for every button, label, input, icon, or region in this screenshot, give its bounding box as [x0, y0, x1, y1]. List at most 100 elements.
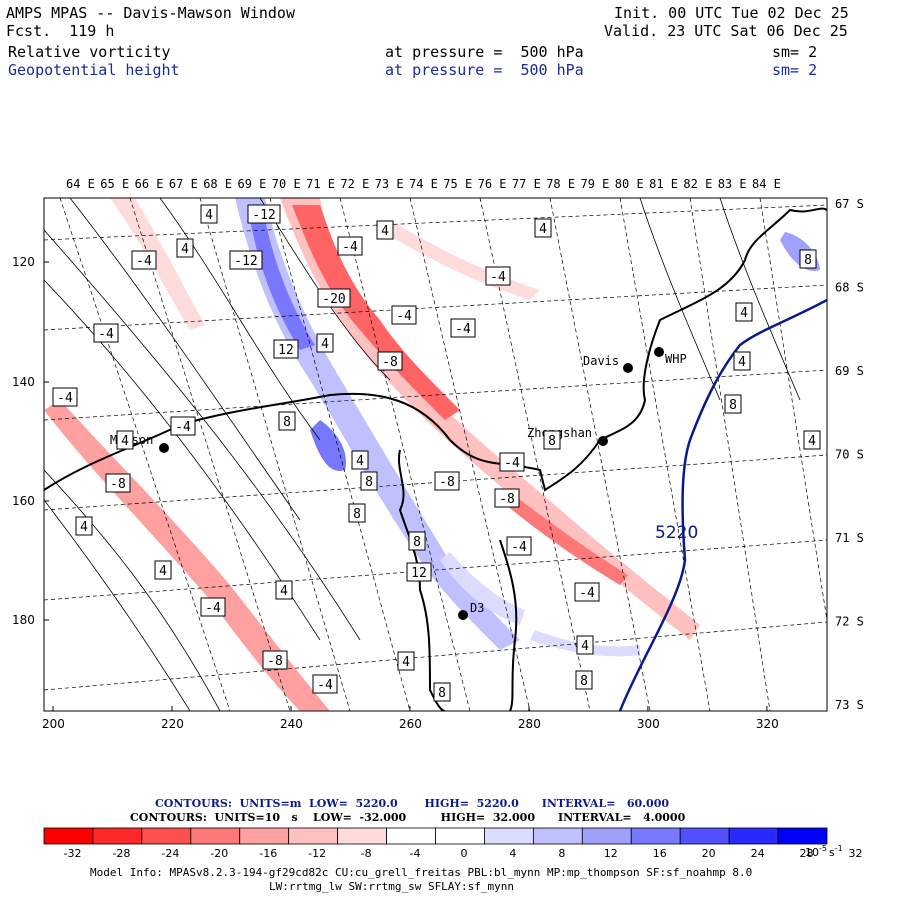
grid-tick-label: 180 [12, 613, 35, 627]
vorticity-negative-band-core [292, 205, 460, 420]
vorticity-contours [44, 198, 801, 711]
vorticity-contour-label: -8 [494, 488, 520, 508]
colorbar-segment [92, 827, 143, 845]
latitude-label: 70 S [835, 448, 864, 462]
svg-text:8: 8 [413, 535, 421, 550]
vorticity-contour-label: -4 [312, 674, 338, 694]
longitude-label: 75 E [443, 177, 472, 191]
vorticity-contour-label: -8 [434, 471, 460, 491]
longitude-label: 79 E [581, 177, 610, 191]
plot-title: AMPS MPAS -- Davis-Mawson Window [6, 4, 295, 22]
grid-tick-label: 160 [12, 494, 35, 508]
vorticity-contour-label: -4 [506, 536, 532, 556]
svg-text:4: 4 [539, 222, 547, 237]
vorticity-positive-band-core [250, 220, 315, 350]
svg-text:4: 4 [121, 434, 129, 449]
vorticity-contour-label: -4 [93, 323, 119, 343]
svg-text:8: 8 [353, 507, 361, 522]
vorticity-contour-label: 8 [360, 471, 378, 491]
vorticity-contour-label: -12 [247, 204, 281, 224]
vorticity-negative-band-southeast [500, 492, 628, 585]
station-label-whp: WHP [665, 352, 687, 366]
valid-time: Valid. 23 UTC Sat 06 Dec 25 [604, 22, 848, 40]
colorbar-tick: -16 [259, 847, 277, 860]
vorticity-contour-label: -8 [262, 650, 288, 670]
colorbar-tick: 16 [653, 847, 667, 860]
svg-text:8: 8 [365, 475, 373, 490]
svg-text:-4: -4 [396, 309, 412, 324]
grid-tick-label: 140 [12, 375, 35, 389]
colorbar-segment [337, 827, 387, 845]
vorticity-positive-band-southeast [530, 630, 640, 657]
colorbar-segment [435, 827, 485, 845]
vorticity-contour-label: 4 [116, 430, 134, 450]
colorbar-segment [630, 827, 681, 845]
colorbar-segment [386, 827, 436, 845]
station-marker-zhongshan [598, 436, 608, 446]
svg-text:8: 8 [804, 253, 812, 268]
longitude-label: 69 E [238, 177, 267, 191]
geopotential-contour-label: 5220 [655, 523, 698, 543]
vorticity-contour-label: -8 [377, 351, 403, 371]
svg-text:-20: -20 [322, 292, 345, 307]
vorticity-contour-label: -4 [52, 387, 78, 407]
latitude-label: 72 S [835, 615, 864, 629]
vorticity-contour-label: 12 [406, 562, 432, 582]
svg-text:-4: -4 [511, 540, 527, 555]
svg-text:-4: -4 [455, 322, 471, 337]
grid-tick-label: 220 [161, 717, 184, 731]
svg-text:-12: -12 [252, 208, 275, 223]
vorticity-contour-label: 4 [576, 635, 594, 655]
vorticity-contour-label: 4 [735, 302, 753, 322]
vorticity-contour-label: 8 [433, 682, 451, 702]
vorticity-contour-label: 4 [397, 651, 415, 671]
svg-text:4: 4 [738, 355, 746, 370]
longitude-label: 73 E [375, 177, 404, 191]
longitude-label: 67 E [169, 177, 198, 191]
latlon-grid [44, 198, 827, 711]
vorticity-contour-label: 4 [176, 238, 194, 258]
longitude-label: 65 E [100, 177, 129, 191]
left-grid-ticks: 120 140 160 180 [12, 255, 49, 627]
top-longitude-labels: 64 E 65 E 66 E 67 E 68 E 69 E 70 E 71 E 72 E 73 E… [66, 177, 781, 191]
vorticity-contour-label: -4 [450, 318, 476, 338]
vorticity-contour-label: -8 [105, 473, 131, 493]
coastline [44, 207, 827, 711]
vorticity-contour-label: -4 [200, 597, 226, 617]
vorticity-contour-label: 4 [803, 430, 821, 450]
colorbar-tick: -28 [112, 847, 130, 860]
longitude-label: 78 E [546, 177, 575, 191]
field1-smooth: sm= 2 [772, 43, 818, 61]
colorbar-tick: 32 [848, 847, 862, 860]
svg-text:8: 8 [729, 398, 737, 413]
vorticity-contour-label: 4 [316, 333, 334, 353]
vorticity-contour-label: 4 [376, 220, 394, 240]
station-label-davis: Davis [583, 354, 619, 368]
vorticity-contour-label: 12 [273, 339, 299, 359]
svg-text:4: 4 [381, 224, 389, 239]
svg-text:-8: -8 [110, 477, 126, 492]
station-marker-davis [623, 363, 633, 373]
svg-text:4: 4 [808, 434, 816, 449]
grid-tick-label: 300 [637, 717, 660, 731]
station-label-d3: D3 [470, 601, 484, 615]
vorticity-negative-band-north [380, 220, 540, 300]
grid-tick-label: 260 [399, 717, 422, 731]
svg-text:-4: -4 [98, 327, 114, 342]
height-contour-info: CONTOURS: UNITS=m LOW= 5220.0 HIGH= 5220… [155, 797, 669, 810]
longitude-label: 74 E [409, 177, 438, 191]
vorticity-contour-info: CONTOURS: UNITS=10 s LOW= -32.000 HIGH= … [130, 811, 686, 824]
svg-text:4: 4 [581, 639, 589, 654]
vorticity-contour-label: -4 [131, 250, 157, 270]
svg-text:4: 4 [740, 306, 748, 321]
colorbar-segment [728, 827, 779, 845]
vorticity-contour-label: 8 [724, 394, 742, 414]
vorticity-contour-label: 4 [534, 218, 552, 238]
colorbar-tick: 0 [460, 847, 467, 860]
vorticity-contour-label: 4 [733, 351, 751, 371]
svg-text:4: 4 [80, 520, 88, 535]
colorbar-segment [777, 827, 828, 845]
vorticity-contour-label: -4 [391, 305, 417, 325]
colorbar [43, 827, 828, 845]
